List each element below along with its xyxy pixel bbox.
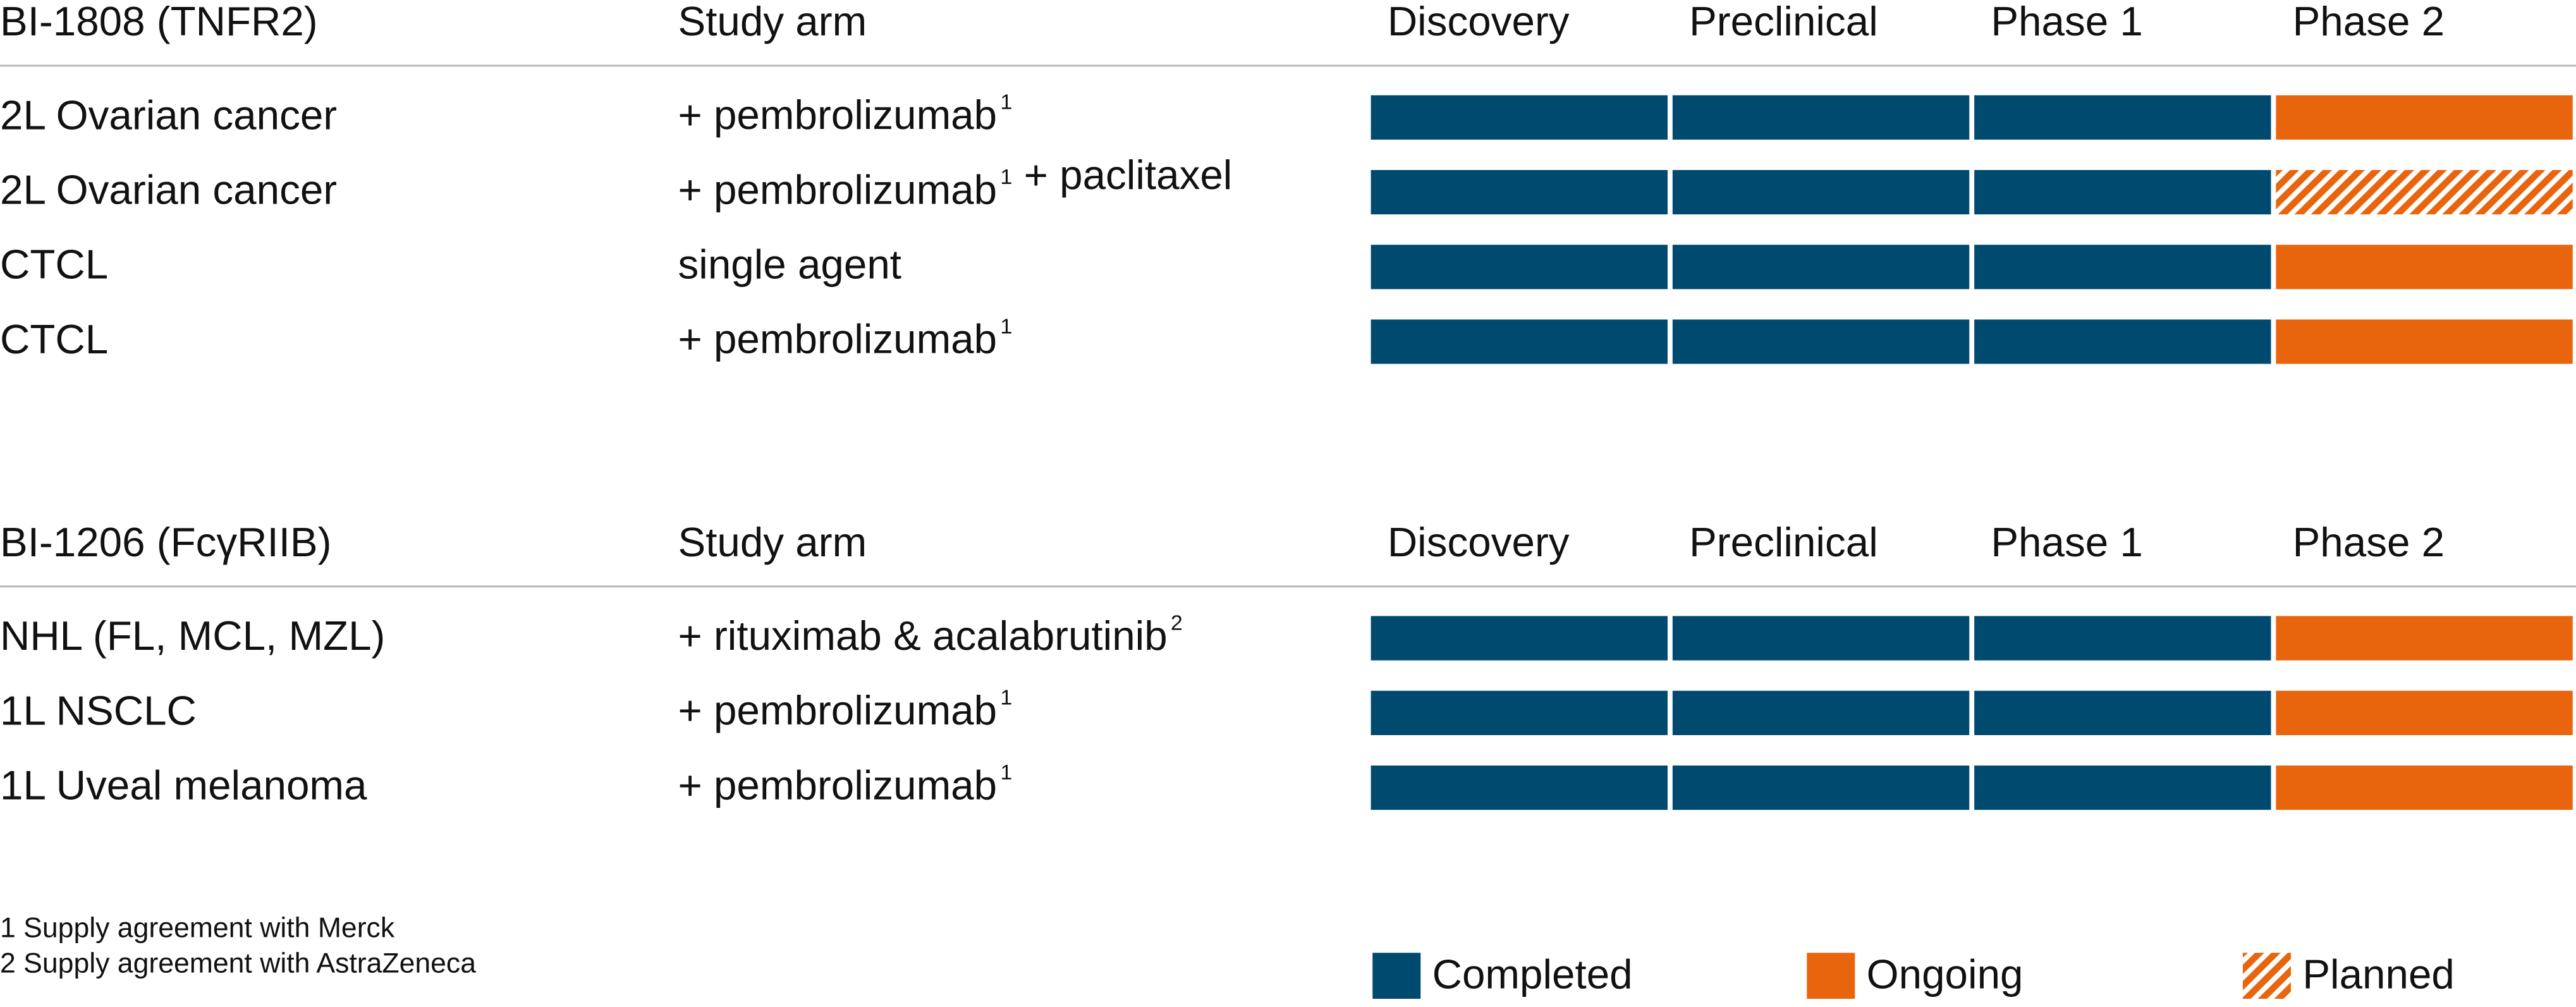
stage-bar: [1370, 690, 1668, 735]
arm-header: Study arm: [678, 0, 867, 44]
stage-bar: [1370, 616, 1668, 661]
footnote-ref: 1: [1000, 315, 1012, 339]
stage-bar: [1974, 95, 2271, 140]
study-arm: + pembrolizumab 1: [678, 760, 1013, 808]
indication: NHL (FL, MCL, MZL): [0, 613, 385, 659]
stage-bar: [1672, 765, 1970, 810]
stage-bar: [1672, 690, 1970, 735]
arm-text: + rituximab & acalabrutinib: [678, 613, 1168, 659]
legend-swatch: [2242, 953, 2291, 999]
stage-bar: [1974, 690, 2271, 735]
footnote: 1 Supply agreement with Merck: [0, 913, 395, 944]
legend-label: Ongoing: [1867, 951, 2024, 998]
indication: 1L NSCLC: [0, 688, 197, 734]
arm-header: Study arm: [678, 519, 867, 565]
stage-bar: [1370, 319, 1668, 364]
footnote-ref: 1: [1000, 90, 1012, 114]
arm-text: + paclitaxel: [1024, 152, 1233, 198]
stage-bar: [1974, 319, 2271, 364]
indication: CTCL: [0, 241, 108, 288]
drug-header: BI-1808 (TNFR2): [0, 0, 318, 44]
footnote-ref: 1: [1000, 165, 1012, 189]
footnote-ref: 1: [1000, 760, 1012, 784]
phase-header: Phase 1: [1991, 519, 2143, 565]
arm-text: + pembrolizumab: [678, 688, 998, 734]
phase-header: Discovery: [1388, 519, 1570, 565]
phase-header: Phase 2: [2293, 0, 2445, 44]
indication: 1L Uveal melanoma: [0, 762, 367, 809]
stage-bar: [1370, 169, 1668, 215]
stage-bar: [1672, 169, 1970, 215]
arm-text: + pembrolizumab: [678, 167, 998, 213]
indication: 2L Ovarian cancer: [0, 92, 337, 138]
legend-swatch: [1372, 953, 1421, 999]
stage-bar: [1974, 616, 2271, 661]
indication: CTCL: [0, 316, 108, 362]
stage-bar: [1370, 765, 1668, 810]
study-arm: + pembrolizumab 1: [678, 90, 1013, 138]
arm-text: + pembrolizumab: [678, 762, 998, 809]
stage-bar: [1672, 616, 1970, 661]
stage-bar: [2276, 319, 2573, 364]
phase-header: Phase 1: [1991, 0, 2143, 44]
legend-swatch: [1807, 953, 1855, 999]
phase-header: Preclinical: [1689, 0, 1878, 44]
arm-text: + pembrolizumab: [678, 316, 998, 362]
phase-header: Phase 2: [2293, 519, 2445, 565]
study-arm: single agent: [678, 241, 901, 288]
stage-bar: [1672, 95, 1970, 140]
stage-bar: [2276, 690, 2573, 735]
footnote-ref: 2: [1171, 611, 1183, 635]
stage-bar: [2276, 245, 2573, 290]
drug-header: BI-1206 (FcγRIIB): [0, 519, 331, 565]
study-arm: + rituximab & acalabrutinib 2: [678, 611, 1183, 659]
study-arm: + pembrolizumab 1: [678, 315, 1013, 362]
stage-bar: [2276, 95, 2573, 140]
stage-bar: [2276, 169, 2573, 215]
footnote-ref: 1: [1000, 686, 1012, 710]
stage-bar: [1370, 95, 1668, 140]
stage-bar: [1974, 169, 2271, 215]
stage-bar: [2276, 765, 2573, 810]
stage-bar: [1974, 245, 2271, 290]
phase-header: Discovery: [1388, 0, 1570, 44]
stage-bar: [2276, 616, 2573, 661]
footnote: 2 Supply agreement with AstraZeneca: [0, 948, 476, 979]
study-arm: + pembrolizumab 1 + paclitaxel: [678, 152, 1233, 212]
study-arm: + pembrolizumab 1: [678, 686, 1013, 733]
stage-bar: [1672, 319, 1970, 364]
phase-header: Preclinical: [1689, 519, 1878, 565]
arm-text: + pembrolizumab: [678, 92, 998, 138]
stage-bar: [1974, 765, 2271, 810]
stage-bar: [1672, 245, 1970, 290]
arm-text: single agent: [678, 241, 901, 288]
legend-label: Planned: [2302, 951, 2455, 998]
stage-bar: [1370, 245, 1668, 290]
legend-label: Completed: [1432, 951, 1633, 998]
indication: 2L Ovarian cancer: [0, 167, 337, 213]
